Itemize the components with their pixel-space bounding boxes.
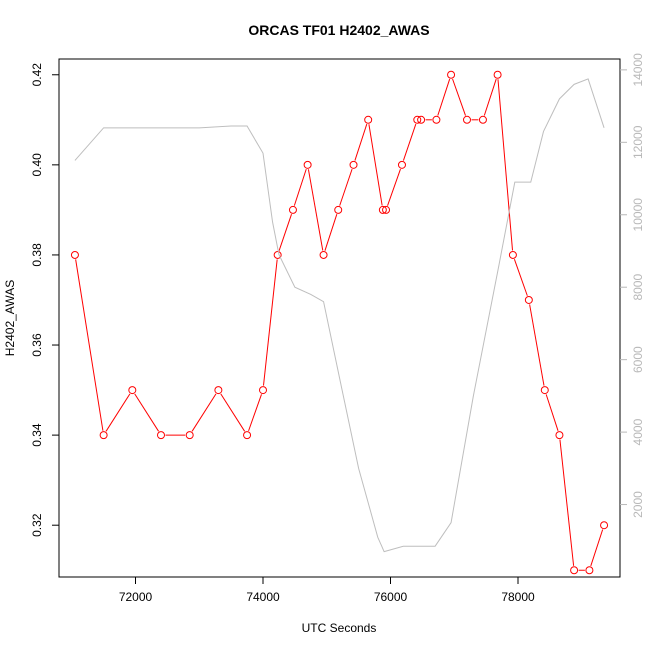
series-0-segment bbox=[483, 78, 497, 116]
series-0-point bbox=[214, 386, 223, 395]
series-0-point bbox=[70, 250, 79, 259]
series-0-segment bbox=[513, 259, 528, 296]
x-axis-label: UTC Seconds bbox=[302, 621, 377, 635]
y2-tick-label: 6000 bbox=[631, 346, 645, 373]
series-0-point bbox=[303, 160, 312, 169]
series-0-segment bbox=[497, 79, 514, 251]
series-0-segment bbox=[134, 393, 160, 432]
series-0-point bbox=[99, 431, 108, 440]
series-0-segment bbox=[293, 168, 307, 206]
series-0-point bbox=[413, 115, 422, 124]
series-0-point bbox=[585, 566, 594, 575]
y2-tick-label: 14000 bbox=[631, 53, 645, 87]
series-1-line bbox=[74, 78, 605, 553]
series-0-point bbox=[493, 70, 502, 79]
series-0-point bbox=[524, 295, 533, 304]
series-0-segment bbox=[75, 259, 104, 431]
y-tick-label: 0.40 bbox=[30, 153, 44, 177]
y-tick-label: 0.42 bbox=[30, 63, 44, 87]
series-0-point bbox=[555, 431, 564, 440]
series-0-segment bbox=[324, 214, 338, 251]
series-0-point bbox=[349, 160, 358, 169]
y-axis-right: 2000 4000 6000 8000 10000 12000 14000 bbox=[620, 53, 645, 518]
series-0-point bbox=[447, 70, 456, 79]
series-0-segment bbox=[220, 393, 246, 432]
series-0-point bbox=[570, 566, 579, 575]
series-0-segment bbox=[387, 168, 401, 206]
x-tick-label: 76000 bbox=[374, 590, 408, 604]
y-tick-label: 0.38 bbox=[30, 243, 44, 267]
series-0-point bbox=[334, 205, 343, 214]
series-0-point bbox=[259, 386, 267, 395]
series-0-segment bbox=[437, 78, 451, 116]
x-tick-label: 72000 bbox=[119, 590, 153, 604]
series-0-point bbox=[378, 205, 387, 214]
series-0-segment bbox=[339, 168, 353, 206]
series-0-segment bbox=[278, 213, 292, 251]
y-axis-label: H2402_AWAS bbox=[3, 280, 17, 356]
y-axis-left: 0.32 0.34 0.36 0.38 0.40 0.42 bbox=[30, 63, 59, 537]
series-0-point bbox=[288, 205, 297, 214]
y2-tick-label: 10000 bbox=[631, 198, 645, 232]
x-tick-label: 78000 bbox=[501, 590, 535, 604]
series-0-point bbox=[319, 250, 328, 259]
series-0-segment bbox=[545, 394, 559, 431]
series-0-segment bbox=[368, 124, 383, 206]
x-tick-label: 74000 bbox=[246, 590, 280, 604]
chart-title: ORCAS TF01 H2402_AWAS bbox=[248, 22, 429, 38]
y-tick-label: 0.34 bbox=[30, 423, 44, 447]
series-0-point bbox=[157, 431, 165, 440]
series-0-segment bbox=[191, 393, 217, 432]
series-layer bbox=[70, 70, 609, 575]
plot-frame bbox=[58, 58, 621, 578]
y2-tick-label: 2000 bbox=[631, 491, 645, 518]
y2-tick-label: 8000 bbox=[631, 274, 645, 301]
series-0-point bbox=[128, 386, 137, 395]
series-0-point bbox=[417, 115, 426, 124]
series-0-point bbox=[508, 250, 517, 259]
series-0-segment bbox=[559, 439, 575, 566]
series-0-point bbox=[432, 115, 441, 124]
y2-tick-label: 4000 bbox=[631, 418, 645, 445]
series-0-segment bbox=[590, 529, 604, 567]
y-tick-label: 0.36 bbox=[30, 333, 44, 357]
series-0-point bbox=[397, 160, 406, 169]
series-0-point bbox=[185, 431, 194, 440]
series-0-segment bbox=[402, 123, 417, 161]
y2-tick-label: 12000 bbox=[631, 125, 645, 159]
series-0-point bbox=[243, 431, 252, 440]
series-0-segment bbox=[262, 259, 278, 386]
x-axis: 72000 74000 76000 78000 bbox=[119, 577, 535, 604]
series-0-segment bbox=[307, 169, 324, 251]
series-0-point bbox=[600, 521, 609, 530]
y-tick-label: 0.32 bbox=[30, 513, 44, 537]
series-0-segment bbox=[105, 393, 131, 432]
series-0-segment bbox=[354, 123, 368, 161]
series-0-point bbox=[273, 250, 282, 259]
series-0-segment bbox=[248, 394, 262, 432]
series-0-segment bbox=[529, 304, 545, 386]
series-0-point bbox=[463, 115, 471, 124]
series-0-point bbox=[382, 205, 391, 214]
series-0-point bbox=[478, 115, 487, 124]
series-0-point bbox=[540, 386, 549, 395]
series-0-point bbox=[364, 115, 373, 124]
series-0-segment bbox=[452, 78, 466, 116]
